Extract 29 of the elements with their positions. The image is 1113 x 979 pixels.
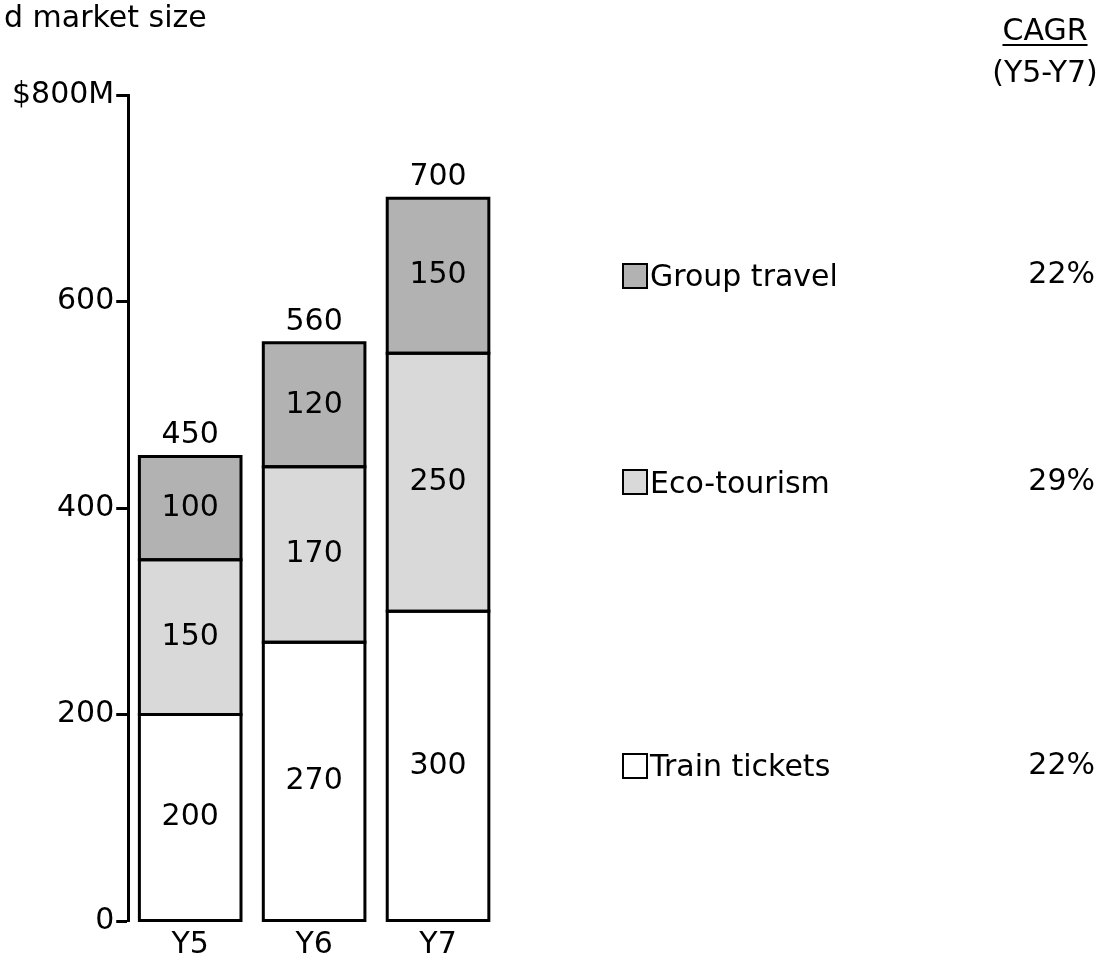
total-label: 700: [409, 157, 467, 193]
x-tick-label: Y6: [294, 924, 333, 960]
x-tick-label: Y5: [170, 924, 209, 960]
data-label: 150: [409, 255, 467, 291]
y-tick-label: $800M: [12, 74, 115, 110]
data-label: 150: [161, 616, 219, 652]
text: (Y5-Y7): [992, 54, 1098, 89]
data-label: 250: [409, 461, 467, 497]
data-label: 100: [161, 487, 219, 523]
x-tick-label: Y7: [418, 924, 457, 960]
text: Train tickets: [650, 748, 831, 784]
total-label: 450: [161, 415, 219, 451]
legend-label: Group travel: [650, 258, 838, 294]
data-label: 300: [409, 745, 467, 781]
y-tick-label: 200: [56, 694, 115, 730]
chart-title: d market size: [4, 0, 207, 34]
y-tick-label: 400: [56, 487, 115, 523]
y-tick-label: 600: [56, 281, 115, 317]
y-tick-label: 0: [95, 900, 115, 936]
total-label: 560: [285, 301, 343, 337]
data-label: 270: [285, 761, 343, 797]
data-label: 120: [285, 384, 343, 420]
text: 29%: [1028, 461, 1095, 497]
text: 22%: [1028, 255, 1095, 291]
text: CAGR: [1002, 12, 1088, 47]
text: 22%: [1028, 745, 1095, 781]
data-label: 200: [161, 797, 219, 833]
data-label: 170: [285, 534, 343, 570]
legend-label: Eco-tourism: [650, 464, 830, 500]
